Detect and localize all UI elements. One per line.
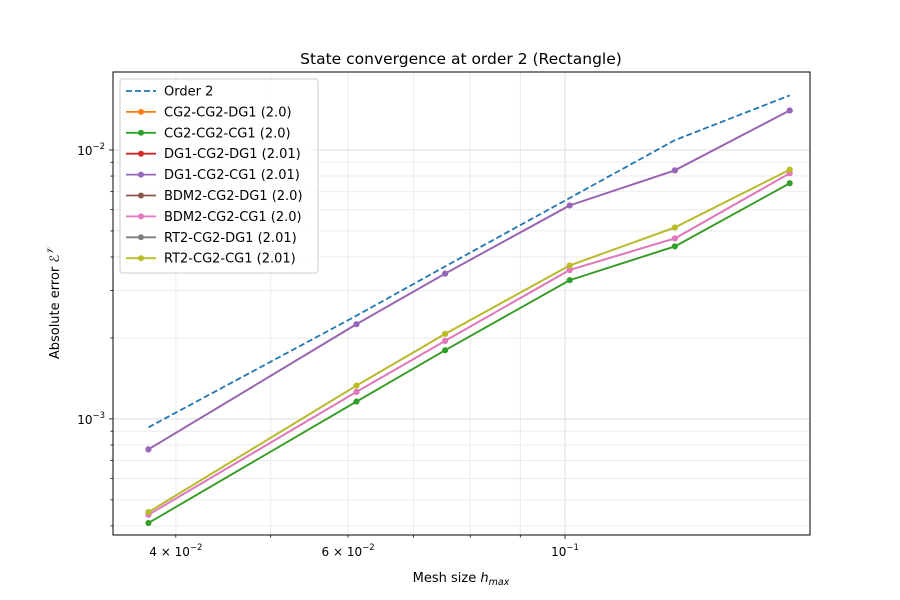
- x-tick-label: 4 × 10−2: [149, 543, 202, 559]
- series-layer: [145, 94, 793, 527]
- data-point: [353, 382, 360, 389]
- series-line: [147, 182, 791, 524]
- x-tick-label: 10−1: [551, 543, 579, 559]
- x-axis-ticks: 4 × 10−2 6 × 10−2 10−1: [149, 535, 579, 559]
- legend-item: CG2-CG2-DG1 (2.0): [126, 105, 292, 120]
- data-point: [353, 388, 360, 395]
- plot-frame: [112, 71, 811, 536]
- legend-swatch-marker: [138, 150, 144, 157]
- series-0: [147, 94, 791, 429]
- legend-item: RT2-CG2-DG1 (2.01): [126, 231, 297, 246]
- legend-item: BDM2-CG2-CG1 (2.0): [126, 210, 302, 225]
- series-line: [147, 172, 791, 516]
- data-point: [442, 330, 449, 337]
- legend-item: RT2-CG2-CG1 (2.01): [126, 252, 296, 267]
- legend-swatch-marker: [138, 129, 144, 136]
- y-tick-label: 10−3: [77, 411, 105, 427]
- legend-swatch-marker: [138, 255, 144, 262]
- legend-swatch-marker: [138, 171, 144, 178]
- legend: Order 2 CG2-CG2-DG1 (2.0) CG2-CG2-CG1 (2.0…: [119, 78, 319, 274]
- legend-swatch-marker: [138, 213, 144, 220]
- data-point: [671, 243, 678, 250]
- series-8: [145, 166, 793, 516]
- legend-swatch-marker: [138, 108, 144, 115]
- data-point: [442, 270, 449, 277]
- legend-item: DG1-CG2-DG1 (2.01): [126, 147, 301, 162]
- legend-label: CG2-CG2-CG1 (2.0): [164, 126, 291, 141]
- legend-box: [119, 78, 319, 274]
- legend-item: DG1-CG2-CG1 (2.01): [126, 168, 300, 183]
- data-point: [145, 446, 152, 453]
- legend-label: RT2-CG2-CG1 (2.01): [164, 252, 296, 267]
- data-point: [566, 277, 573, 284]
- data-point: [566, 202, 573, 209]
- data-point: [145, 520, 152, 527]
- y-tick-label: 10−2: [77, 142, 105, 158]
- legend-swatch-marker: [138, 234, 144, 241]
- legend-item: BDM2-CG2-DG1 (2.0): [126, 189, 303, 204]
- legend-item: Order 2: [126, 85, 213, 100]
- minor-gridlines: [113, 72, 810, 535]
- legend-label: DG1-CG2-DG1 (2.01): [164, 147, 301, 162]
- legend-item: CG2-CG2-CG1 (2.0): [126, 126, 291, 141]
- data-point: [566, 262, 573, 269]
- data-point: [786, 107, 793, 114]
- data-point: [786, 166, 793, 173]
- legend-label: DG1-CG2-CG1 (2.01): [164, 168, 300, 183]
- y-axis-ticks: 10−3 10−2: [77, 142, 113, 527]
- x-tick-label: 6 × 10−2: [322, 543, 375, 559]
- data-point: [566, 266, 573, 273]
- y-axis-label: Absolute error ℰ𝒱: [45, 244, 63, 359]
- data-point: [786, 180, 793, 187]
- data-point: [442, 337, 449, 344]
- x-axis-label: Mesh size hmax: [413, 571, 510, 588]
- series-2: [145, 180, 793, 527]
- chart-title: State convergence at order 2 (Rectangle): [300, 50, 622, 68]
- legend-swatch-marker: [138, 192, 144, 199]
- series-line: [147, 94, 791, 429]
- legend-label: CG2-CG2-DG1 (2.0): [164, 105, 292, 120]
- series-4: [145, 107, 793, 453]
- legend-label: RT2-CG2-DG1 (2.01): [164, 231, 297, 246]
- data-point: [145, 509, 152, 516]
- data-point: [442, 347, 449, 354]
- data-point: [671, 224, 678, 231]
- data-point: [671, 235, 678, 242]
- series-line: [147, 109, 791, 451]
- legend-label: BDM2-CG2-CG1 (2.0): [164, 210, 302, 225]
- legend-label: Order 2: [164, 85, 213, 100]
- data-point: [671, 167, 678, 174]
- data-point: [353, 398, 360, 405]
- series-line: [147, 168, 791, 513]
- series-6: [145, 170, 793, 518]
- data-point: [353, 321, 360, 328]
- legend-label: BDM2-CG2-DG1 (2.0): [164, 189, 303, 204]
